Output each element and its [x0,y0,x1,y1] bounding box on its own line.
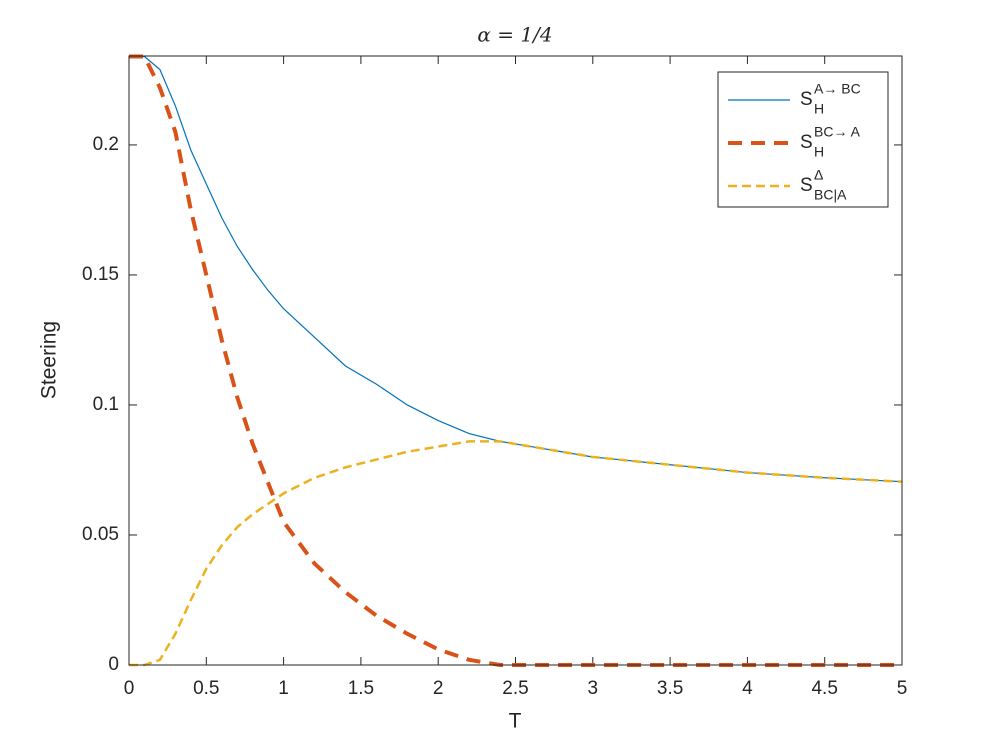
axes-box [128,55,903,666]
x-tick-label: 1 [278,678,289,699]
x-tick-label: 1.5 [348,678,374,699]
y-tick-label: 0.2 [93,134,119,155]
legend-label: S [800,132,813,153]
x-tick-label: 3 [588,678,599,699]
series-line [129,440,903,667]
x-tick-label: 0 [124,678,135,699]
x-tick-label: 0.5 [193,678,219,699]
x-axis-label: T [509,710,522,733]
x-tick-label: 5 [897,678,908,699]
legend-subscript: H [814,101,824,117]
y-axis-label: Steering [38,321,61,399]
legend-label: S [800,89,813,110]
x-tick-label: 2 [433,678,444,699]
y-tick-label: 0 [108,654,119,675]
x-tick-label: 4 [742,678,753,699]
legend-box [717,71,889,208]
chart-title: α = 1/4 [477,23,552,47]
x-tick-label: 4.5 [811,678,837,699]
y-tick-label: 0.15 [82,264,119,285]
x-tick-label: 2.5 [502,678,528,699]
legend-subscript: BC|A [814,187,847,203]
legend-label: S [800,175,813,196]
legend-superscript: BC→ A [814,124,861,140]
y-tick-label: 0.05 [82,524,119,545]
y-tick-label: 0.1 [93,394,119,415]
x-tick-label: 3.5 [657,678,683,699]
legend-superscript: Δ [814,167,823,183]
legend-superscript: A→ BC [814,81,861,97]
legend-subscript: H [814,144,824,160]
